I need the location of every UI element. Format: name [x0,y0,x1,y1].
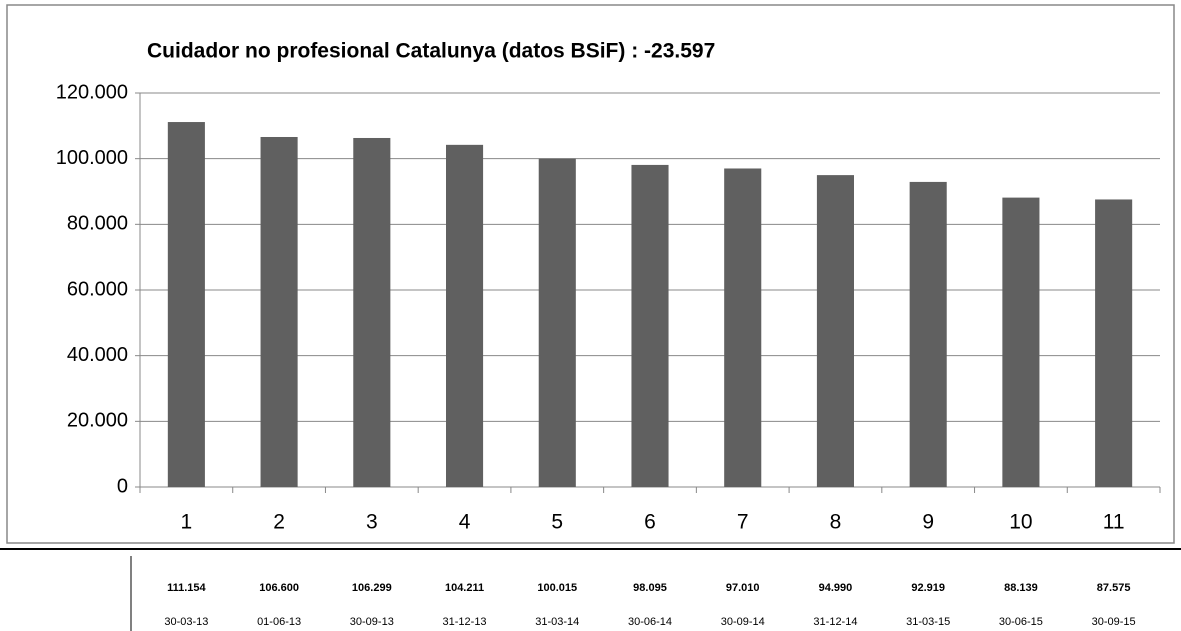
table-date: 31-12-14 [813,616,857,628]
y-tick-label: 80.000 [67,213,128,235]
table-date: 30-09-14 [721,616,765,628]
bar [909,181,947,487]
table-value: 87.575 [1097,582,1131,594]
table-date: 30-06-15 [999,616,1043,628]
table-date: 31-03-14 [535,616,579,628]
table-value: 97.010 [726,582,760,594]
x-tick-label: 6 [644,511,656,534]
table-value: 92.919 [911,582,945,594]
table-date: 30-06-14 [628,616,672,628]
y-tick-label: 0 [117,475,128,497]
y-tick-label: 100.000 [56,147,128,169]
x-tick-label: 7 [737,511,749,534]
bar [724,168,762,487]
table-date: 30-09-13 [350,616,394,628]
bar [631,164,669,487]
chart-title: Cuidador no profesional Catalunya (datos… [147,40,715,63]
table-value: 106.600 [259,582,299,594]
bar [1002,197,1040,487]
x-tick-label: 2 [273,511,285,534]
y-tick-label: 20.000 [67,410,128,432]
table-value: 88.139 [1004,582,1038,594]
x-tick-label: 11 [1103,511,1125,534]
table-value: 111.154 [167,582,206,594]
bar [816,175,854,488]
y-tick-label: 40.000 [67,344,128,366]
table-date: 30-03-13 [164,616,208,628]
table-date: 31-03-15 [906,616,950,628]
x-tick-label: 10 [1009,511,1032,534]
bar [1095,199,1133,487]
x-tick-label: 8 [830,511,842,534]
bar [446,144,484,487]
x-tick-label: 3 [366,511,378,534]
bar [353,137,391,487]
bar [167,122,205,487]
y-tick-label: 60.000 [67,278,128,300]
table-date: 30-09-15 [1092,616,1136,628]
bar [538,158,576,487]
table-value: 104.211 [445,582,484,594]
table-value: 100.015 [537,582,577,594]
table-date: 31-12-13 [443,616,487,628]
x-tick-label: 5 [551,511,563,534]
x-tick-label: 4 [459,511,471,534]
table-value: 98.095 [633,582,667,594]
table-date: 01-06-13 [257,616,301,628]
y-tick-label: 120.000 [56,81,128,103]
table-value: 94.990 [819,582,853,594]
table-value: 106.299 [352,582,392,594]
x-tick-label: 9 [922,511,934,534]
x-tick-label: 1 [181,511,193,534]
bar [260,136,298,487]
